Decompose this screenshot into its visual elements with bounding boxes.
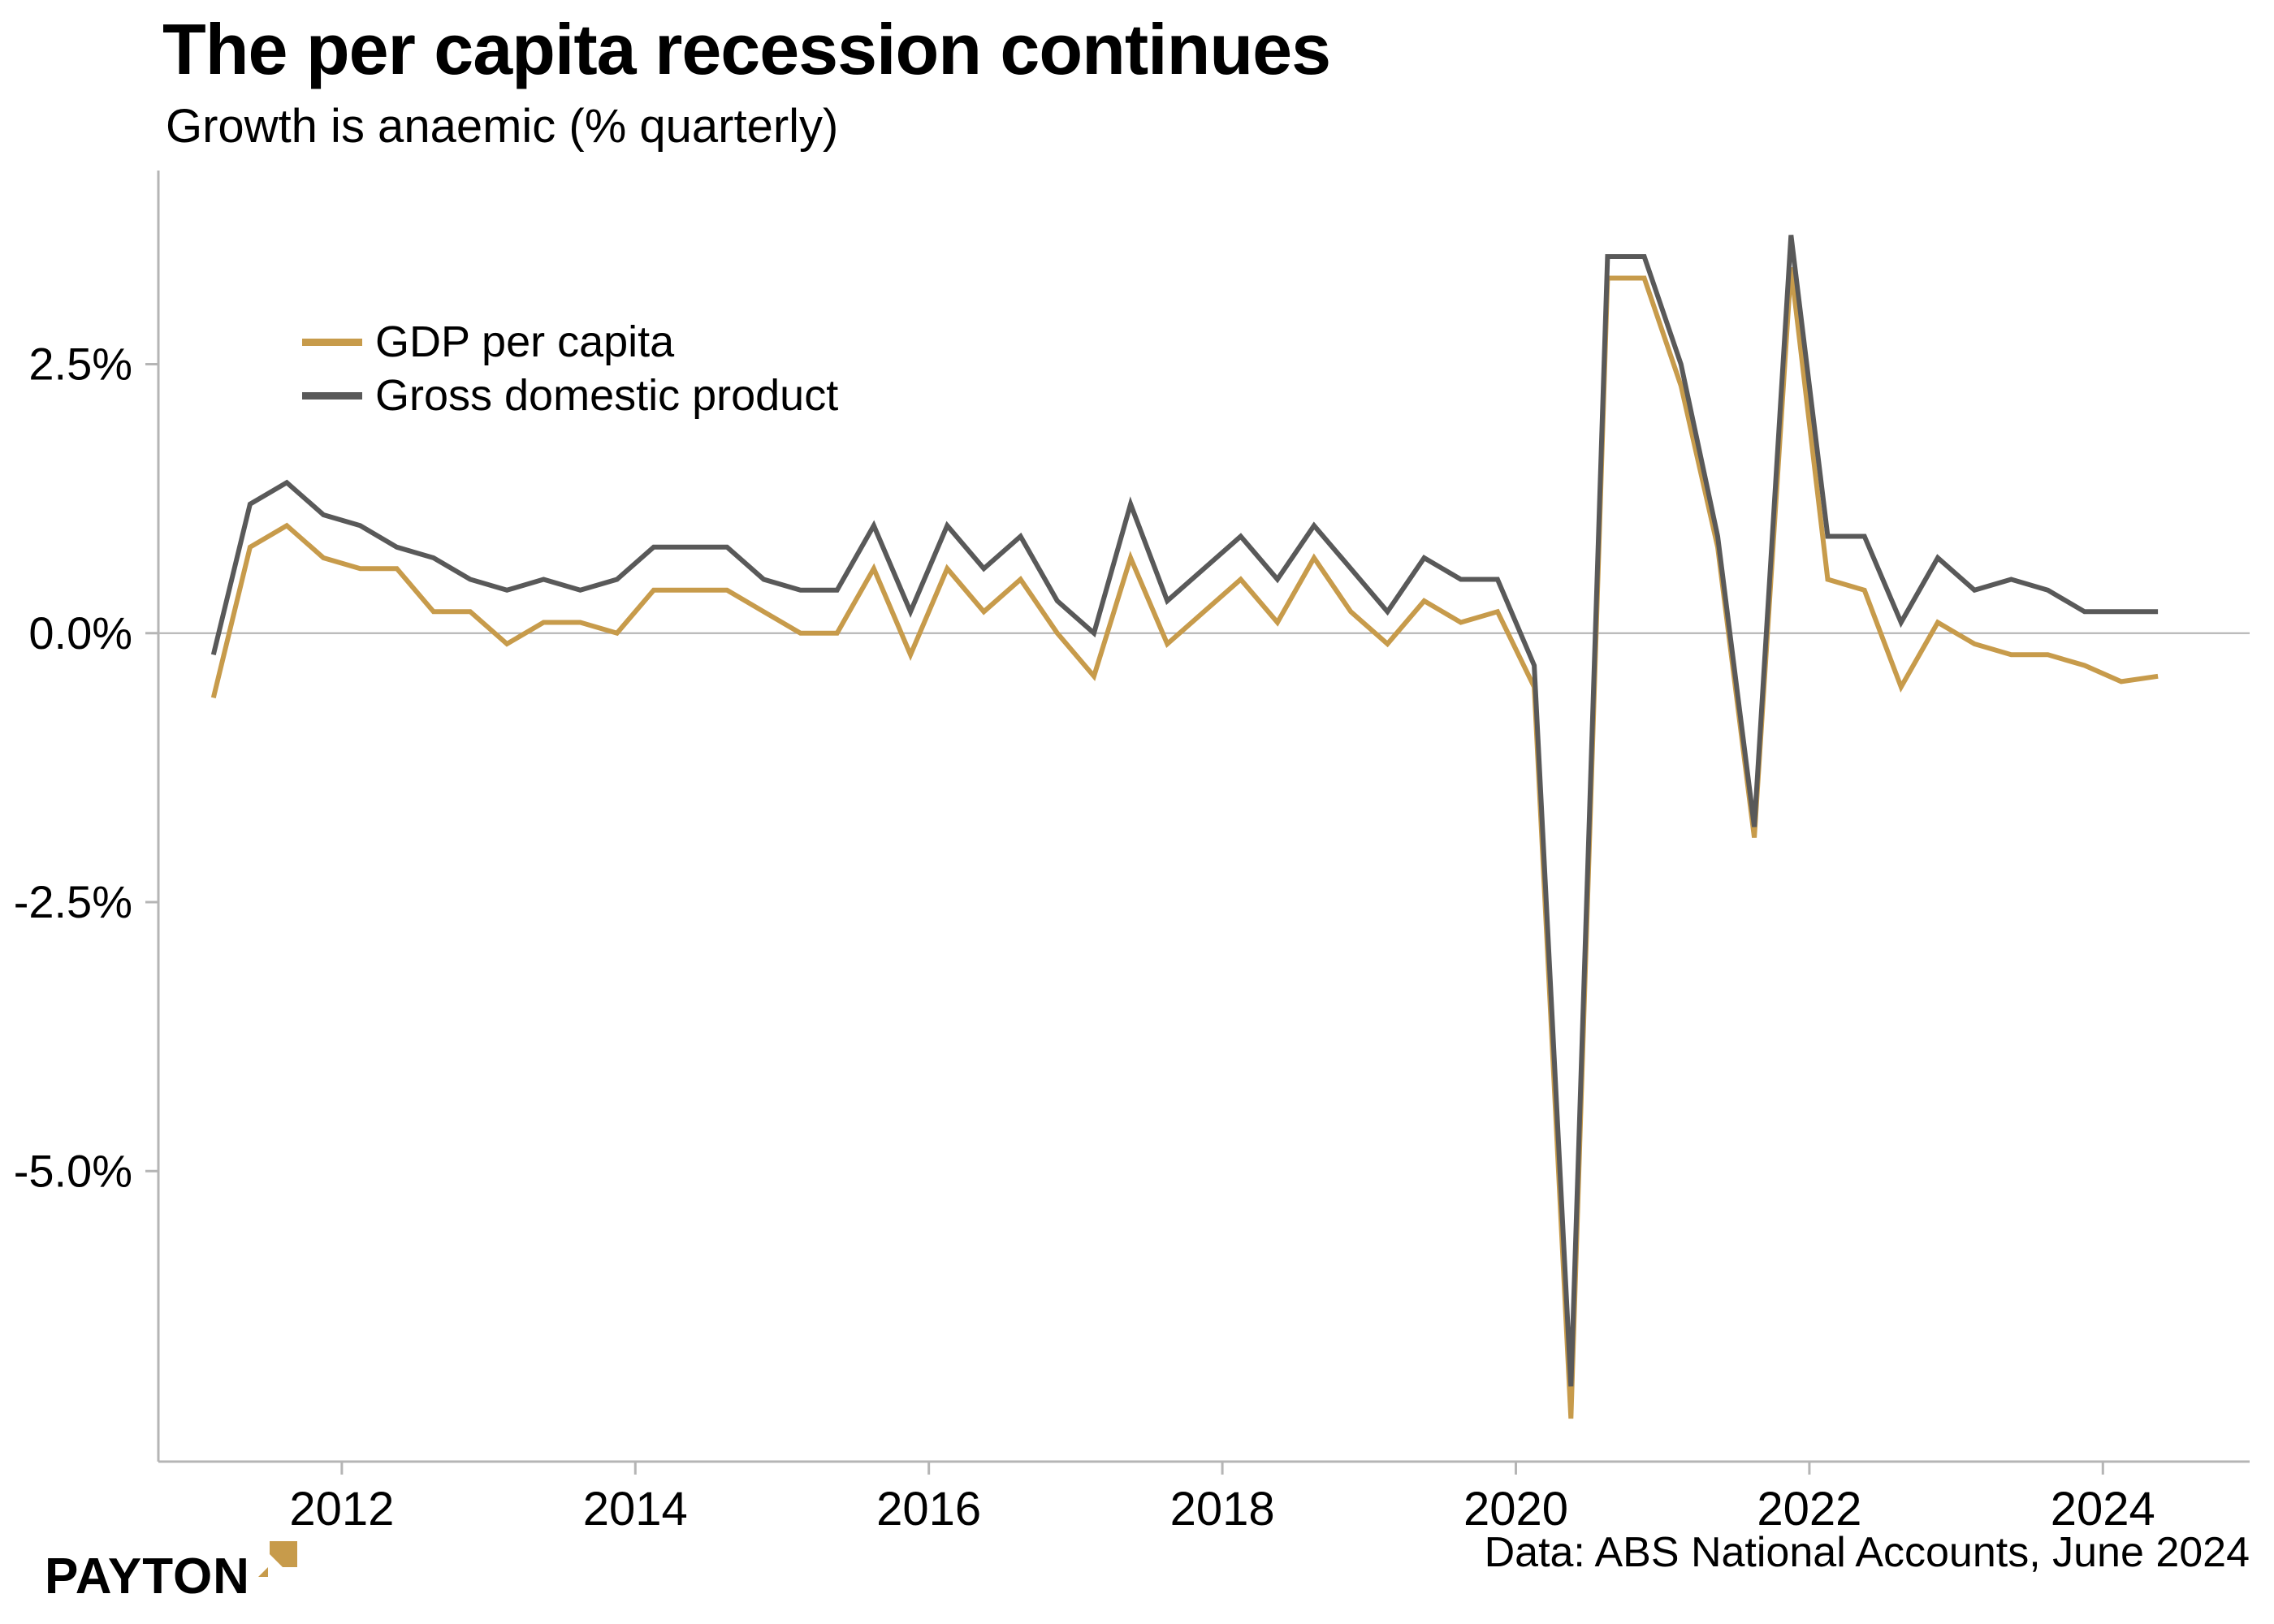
x-tick-label: 2018	[1170, 1483, 1275, 1535]
legend-swatch-gross-domestic-product	[302, 391, 362, 400]
series-line-gross-domestic-product	[210, 235, 2159, 1387]
data-source-caption: Data: ABS National Accounts, June 2024	[1484, 1529, 2250, 1576]
x-tick-label: 2020	[1463, 1483, 1568, 1535]
chart-subtitle: Growth is anaemic (% quarterly)	[166, 100, 839, 153]
y-tick-label: 2.5%	[28, 339, 132, 390]
x-tick-label: 2022	[1757, 1483, 1861, 1535]
legend-item-gross-domestic-product: Gross domestic product	[302, 369, 838, 422]
logo-text: PAYTON	[45, 1548, 250, 1605]
legend-label-gdp-per-capita: GDP per capita	[375, 317, 675, 366]
y-tick-label: -5.0%	[14, 1145, 132, 1196]
series-line-gdp-per-capita	[210, 266, 2159, 1419]
y-tick-label: -2.5%	[14, 876, 132, 927]
payton-logo: PAYTON	[45, 1541, 307, 1605]
legend-label-gross-domestic-product: Gross domestic product	[375, 371, 839, 420]
legend-swatch-gdp-per-capita	[302, 338, 362, 346]
legend-item-gdp-per-capita: GDP per capita	[302, 315, 838, 369]
chart-title: The per capita recession continues	[162, 9, 1331, 89]
x-tick-label: 2016	[876, 1483, 981, 1535]
y-tick-label: 0.0%	[28, 607, 132, 659]
logo-flag-icon	[257, 1541, 297, 1577]
legend: GDP per capita Gross domestic product	[302, 315, 838, 422]
x-tick-label: 2024	[2051, 1483, 2155, 1535]
x-tick-label: 2012	[289, 1483, 394, 1535]
x-tick-label: 2014	[583, 1483, 688, 1535]
